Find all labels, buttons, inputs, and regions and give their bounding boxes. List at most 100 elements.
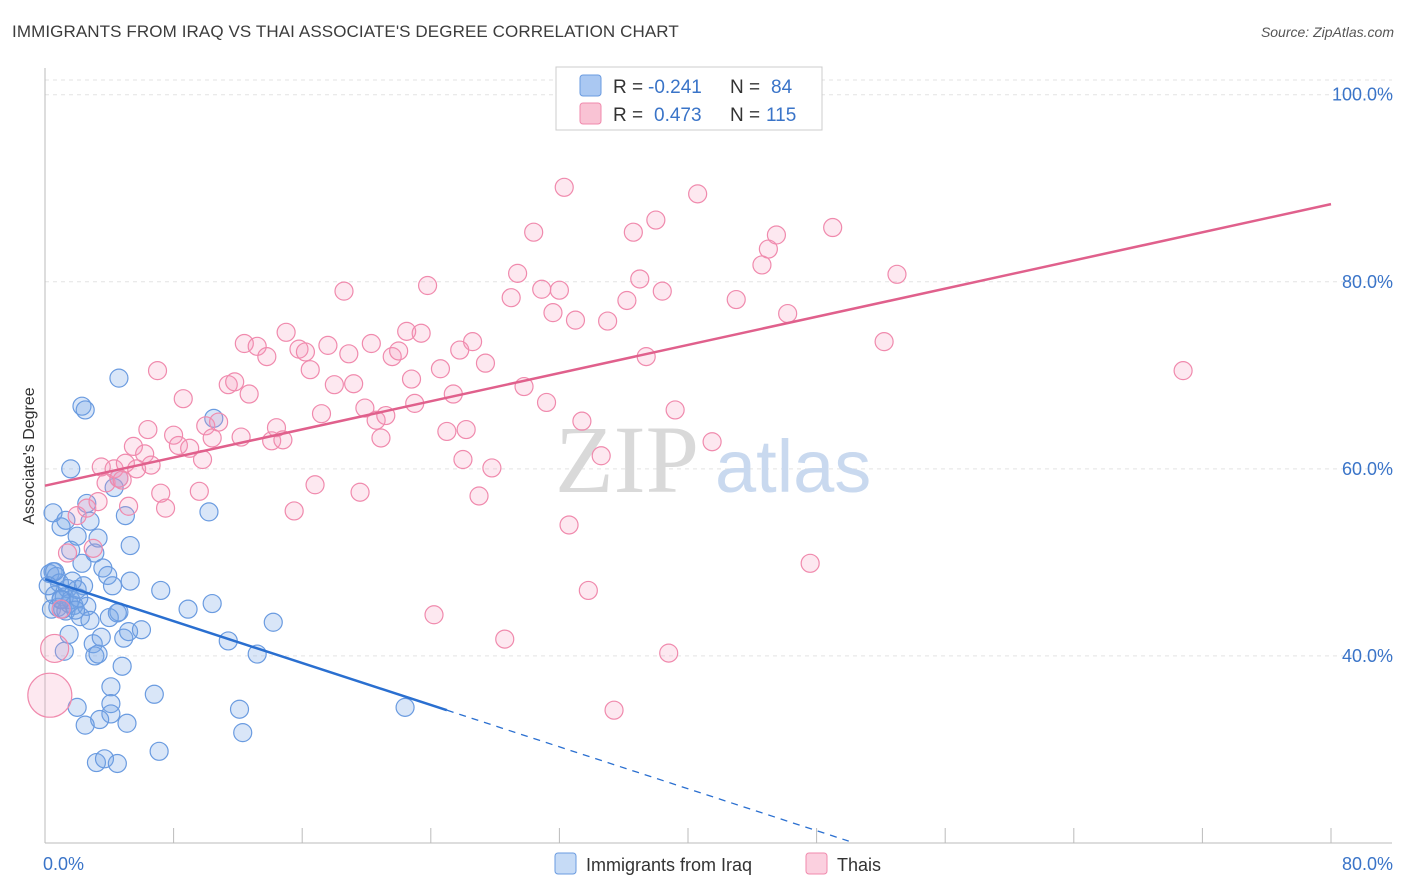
thai-point xyxy=(823,217,843,238)
iraq-point xyxy=(117,713,137,733)
y-axis-label: Associate's Degree xyxy=(21,387,38,524)
thai-point xyxy=(688,184,708,204)
thai-point xyxy=(389,341,409,361)
bottom-legend-label-iraq: Immigrants from Iraq xyxy=(586,855,752,875)
thai-point xyxy=(554,177,574,197)
thai-point xyxy=(239,384,259,404)
thai-point xyxy=(604,700,624,720)
thai-point xyxy=(424,605,444,625)
legend-n-label-thai: N = xyxy=(730,105,760,126)
thai-point xyxy=(874,332,894,352)
thai-point xyxy=(344,374,364,394)
thai-point xyxy=(168,435,189,456)
thai-point xyxy=(324,375,344,395)
iraq-point xyxy=(94,749,115,769)
iraq-point xyxy=(61,540,81,560)
thai-point xyxy=(501,288,521,308)
iraq-point xyxy=(109,368,129,388)
thai-point xyxy=(189,481,209,501)
thai-point xyxy=(27,672,73,718)
thai-point xyxy=(417,275,438,296)
iraq-point xyxy=(107,753,127,774)
watermark-zip: ZIP xyxy=(555,406,699,513)
legend-n-value-iraq: 84 xyxy=(771,77,793,98)
iraq-point xyxy=(120,571,140,591)
iraq-point xyxy=(101,677,121,697)
thai-point xyxy=(726,289,746,310)
thai-point xyxy=(430,359,451,379)
trend-lines xyxy=(44,202,1332,842)
thai-point xyxy=(151,483,171,503)
thai-point xyxy=(437,421,457,442)
thai-point xyxy=(469,486,489,506)
thai-point xyxy=(549,280,570,300)
thai-point xyxy=(350,482,370,502)
iraq-point xyxy=(72,396,92,416)
iraq-trend-line xyxy=(44,578,448,712)
thai-point xyxy=(355,398,375,418)
thai-point xyxy=(456,419,476,440)
iraq-point xyxy=(229,699,250,719)
tick-labels: 40.0% 60.0% 80.0% 100.0% 0.0% 80.0% xyxy=(43,85,1393,874)
thai-point xyxy=(887,264,907,284)
iraq-point xyxy=(178,599,198,619)
thai-point xyxy=(1173,361,1193,381)
iraq-point xyxy=(120,535,140,556)
watermark: ZIP atlas xyxy=(555,406,871,513)
thai-point xyxy=(411,323,431,343)
chart-title: IMMIGRANTS FROM IRAQ VS THAI ASSOCIATE'S… xyxy=(12,22,679,41)
thai-point xyxy=(536,392,557,413)
iraq-point xyxy=(144,684,164,704)
y-tick-label-3: 100.0% xyxy=(1332,85,1393,105)
thai-point xyxy=(702,432,722,452)
iraq-trend-extension xyxy=(446,709,849,842)
iraq-point xyxy=(75,715,95,735)
thai-point xyxy=(462,332,483,352)
legend-swatch-thai xyxy=(579,102,602,125)
thai-point xyxy=(339,344,359,364)
thai-point xyxy=(800,553,820,573)
thai-point xyxy=(508,263,528,283)
iraq-point xyxy=(90,709,110,730)
iraq-point xyxy=(88,644,108,664)
thai-point xyxy=(83,538,103,558)
iraq-point xyxy=(102,576,123,596)
y-tick-label-1: 60.0% xyxy=(1342,459,1393,479)
thai-point xyxy=(453,449,473,470)
thai-point xyxy=(646,210,666,230)
thai-point xyxy=(196,416,216,436)
bottom-legend-swatch-iraq xyxy=(554,852,577,875)
iraq-point xyxy=(151,580,171,601)
thai-point xyxy=(67,506,87,526)
thai-point xyxy=(318,335,338,355)
thai-point xyxy=(401,369,422,389)
iraq-point xyxy=(67,526,87,546)
iraq-point xyxy=(56,510,76,530)
iraq-point xyxy=(395,697,415,717)
thai-point xyxy=(225,372,245,392)
thai-point xyxy=(659,643,679,663)
y-tick-label-0: 40.0% xyxy=(1342,646,1393,666)
thai-point xyxy=(630,269,650,289)
bottom-legend-swatch-thai xyxy=(805,852,828,875)
thai-point xyxy=(311,404,332,424)
thai-point xyxy=(40,633,70,664)
iraq-point xyxy=(101,694,121,714)
thai-point xyxy=(766,225,787,245)
thai-point xyxy=(209,412,229,432)
thai-point xyxy=(652,281,672,301)
thai-point xyxy=(276,322,296,342)
thai-point xyxy=(482,458,502,478)
thai-point xyxy=(532,279,552,299)
thai-point xyxy=(371,428,391,448)
thai-point xyxy=(155,498,176,518)
thai-point xyxy=(623,222,643,242)
iraq-point xyxy=(45,562,65,582)
thai-point xyxy=(138,419,158,440)
thai-point xyxy=(247,336,267,356)
iraq-point xyxy=(75,400,95,420)
iraq-point xyxy=(88,528,108,548)
thai-point xyxy=(300,360,320,380)
thai-point xyxy=(77,498,97,518)
